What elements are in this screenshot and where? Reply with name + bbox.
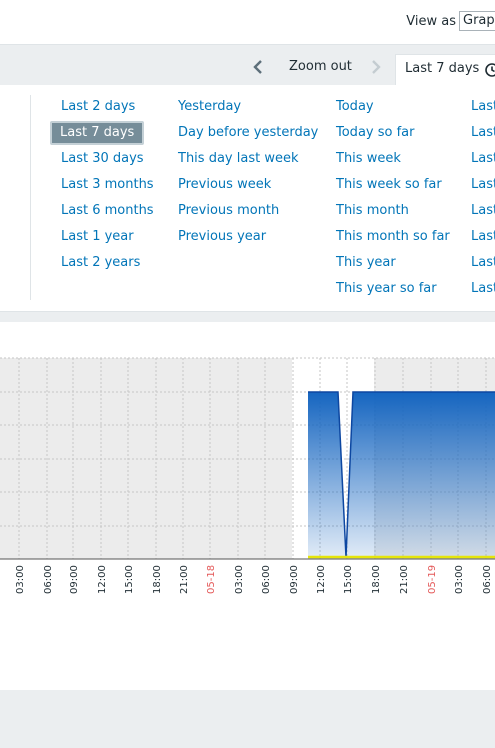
x-axis-tick-label: 06:00 [482,565,493,594]
x-axis-tick-label: 03:00 [15,565,26,594]
time-range-label: Last 7 days [405,61,480,76]
x-axis-tick-label: 09:00 [289,565,300,594]
series-area [308,392,495,559]
quick-range-col4-item[interactable]: Last [471,99,495,114]
quick-range-col2-item[interactable]: Previous week [178,177,272,192]
time-range-tab[interactable]: Last 7 days [395,54,495,86]
x-axis-tick-label: 18:00 [152,565,163,594]
x-axis-tick-label: 03:00 [234,565,245,594]
quick-range-col1-item[interactable]: Last 2 days [61,99,136,114]
quick-range-col2-item[interactable]: Day before yesterday [178,125,319,140]
x-axis-tick-label: 21:00 [179,565,190,594]
quick-range-col3-item[interactable]: This year [336,255,396,270]
panel-divider [30,95,31,300]
x-axis-tick-label: 15:00 [124,565,135,594]
quick-range-col2-item[interactable]: This day last week [178,151,299,166]
x-axis-tick-label: 06:00 [261,565,272,594]
quick-range-col1-item[interactable]: Last 3 months [61,177,154,192]
quick-range-col1-item[interactable]: Last 7 days [50,121,145,145]
page-header: View as Graph [0,0,495,45]
x-axis-tick-label: 21:00 [399,565,410,594]
zoom-out-button[interactable]: Zoom out [289,59,352,74]
quick-range-col2-item[interactable]: Previous year [178,229,267,244]
quick-range-col4-item[interactable]: Last [471,203,495,218]
x-axis-tick-label: 05-18 [206,565,217,594]
quick-range-col4-item[interactable]: Last [471,151,495,166]
quick-range-col3-item[interactable]: This month so far [336,229,450,244]
view-as-select[interactable]: Graph [459,11,495,31]
quick-range-col4-item[interactable]: Last [471,281,495,296]
x-axis-tick-label: 09:00 [69,565,80,594]
quick-range-col4-item[interactable]: Last [471,255,495,270]
x-axis-tick-label: 05-19 [427,565,438,594]
quick-range-col3-item[interactable]: Today [336,99,374,114]
quick-range-col1-item[interactable]: Last 6 months [61,203,154,218]
quick-range-col1-item[interactable]: Last 30 days [61,151,144,166]
footer-band [0,690,495,748]
clock-icon [485,63,495,77]
quick-range-col1-item[interactable]: Last 2 years [61,255,141,270]
chevron-right-icon[interactable] [367,55,385,79]
quick-range-col3-item[interactable]: This week [336,151,401,166]
quick-range-col3-item[interactable]: This year so far [336,281,437,296]
graph-area: 03:00 06:00 09:00 12:00 15:00 18:00 21:00 05-18… [0,322,495,690]
quick-range-col4-item[interactable]: Last [471,125,495,140]
x-axis-tick-label: 06:00 [43,565,54,594]
quick-range-col1-item[interactable]: Last 1 year [61,229,134,244]
x-axis-tick-label: 12:00 [97,565,108,594]
x-axis-tick-label: 12:00 [316,565,327,594]
quick-range-col3-item[interactable]: This week so far [336,177,442,192]
quick-range-col4-item[interactable]: Last [471,177,495,192]
quick-range-col3-item[interactable]: This month [336,203,409,218]
quick-range-col3-item[interactable]: Today so far [336,125,415,140]
quick-range-col4-item[interactable]: Last [471,229,495,244]
quick-range-panel: Last 2 days Last 7 days Last 30 days Last 3… [0,85,495,312]
x-axis-tick-label: 18:00 [371,565,382,594]
quick-range-col2-item[interactable]: Previous month [178,203,280,218]
x-axis-tick-label: 15:00 [343,565,354,594]
graph-svg: 03:00 06:00 09:00 12:00 15:00 18:00 21:00 05-18… [0,357,495,594]
x-axis-tick-label: 03:00 [454,565,465,594]
chevron-left-icon[interactable] [250,55,268,79]
quick-range-col2-item[interactable]: Yesterday [178,99,242,114]
view-as-label: View as [406,14,456,29]
